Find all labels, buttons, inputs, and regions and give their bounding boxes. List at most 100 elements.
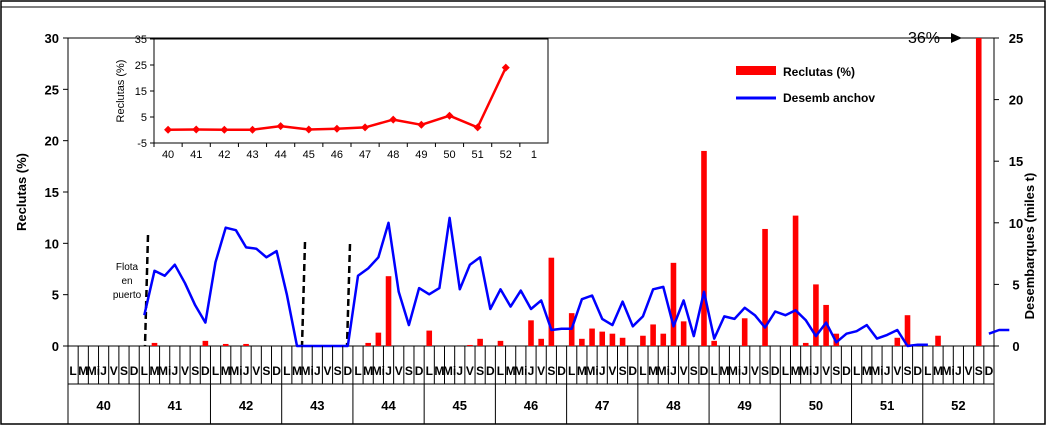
day-label: Mi <box>728 364 741 378</box>
day-label: L <box>639 364 646 378</box>
day-label: S <box>619 364 627 378</box>
day-label: D <box>913 364 922 378</box>
week-label: 48 <box>666 398 680 413</box>
legend: Reclutas (%) Desemb anchov <box>736 65 875 105</box>
week-label: 41 <box>168 398 182 413</box>
day-label: D <box>842 364 851 378</box>
port-note-line2: en <box>121 276 132 287</box>
day-label: S <box>262 364 270 378</box>
recruit-bar <box>975 38 982 346</box>
recruit-bar <box>711 340 717 346</box>
day-label: Mi <box>229 364 242 378</box>
day-label: S <box>191 364 199 378</box>
inset-x-tick-label: 46 <box>331 149 343 161</box>
recruit-bar <box>528 320 534 346</box>
week-label: 42 <box>239 398 253 413</box>
day-label: D <box>272 364 281 378</box>
recruit-bar <box>813 284 819 346</box>
inset-point-marker <box>192 125 201 134</box>
right-tick-label: 20 <box>1009 93 1023 108</box>
day-label: L <box>426 364 433 378</box>
week-label: 43 <box>310 398 324 413</box>
legend-swatch-reclutas <box>736 66 776 75</box>
day-label: J <box>813 364 820 378</box>
day-label: L <box>782 364 789 378</box>
inset-y-axis-title: Reclutas (%) <box>115 60 127 123</box>
inset-point-marker <box>220 125 229 134</box>
x-axis-category-table: L MMi J V S D L MMi J V S D L MMi J V S D L MMi J V S D L MMi J V S D… <box>67 346 995 424</box>
day-label: S <box>476 364 484 378</box>
inset-point-marker <box>417 120 426 129</box>
landings-line <box>143 216 1010 348</box>
left-tick-label: 15 <box>45 185 59 200</box>
day-label: J <box>314 364 321 378</box>
right-tick-label: 25 <box>1009 31 1023 46</box>
day-label: D <box>700 364 709 378</box>
left-tick-label: 10 <box>45 236 59 251</box>
inset-x-tick-label: 52 <box>500 149 512 161</box>
recruit-bar <box>467 344 473 346</box>
day-label: D <box>343 364 352 378</box>
port-dashed-line <box>143 234 150 347</box>
recruit-bar <box>548 257 555 346</box>
day-label: Mi <box>514 364 527 378</box>
inset-y-ticks: -5 5 15 25 35 <box>135 34 154 150</box>
week-label: 51 <box>880 398 894 413</box>
day-label: D <box>771 364 780 378</box>
day-label: M <box>78 364 88 378</box>
right-tick-label: 0 <box>1012 339 1019 354</box>
day-label: D <box>201 364 210 378</box>
inset-point-marker <box>361 123 370 132</box>
port-dashed-line <box>300 241 307 347</box>
recruit-bar <box>640 335 646 346</box>
recruit-bar <box>792 215 799 346</box>
left-axis-ticks: 0 5 10 15 20 25 30 <box>45 31 68 354</box>
inset-y-tick-label: 25 <box>135 60 147 72</box>
day-label: L <box>924 364 931 378</box>
inset-y-tick-label: 35 <box>135 34 147 46</box>
day-label: V <box>751 364 759 378</box>
day-label: L <box>497 364 504 378</box>
inset-point-marker <box>248 125 257 134</box>
recruit-bar <box>589 328 595 346</box>
day-label: M <box>221 364 231 378</box>
port-dashed-line <box>345 243 352 347</box>
day-label: D <box>628 364 637 378</box>
day-label: V <box>608 364 616 378</box>
recruit-bar <box>762 228 768 346</box>
day-label: Mi <box>443 364 456 378</box>
inset-x-tick-label: 40 <box>162 149 174 161</box>
right-axis-title: Desembarques (miles t) <box>1022 173 1037 320</box>
day-label: V <box>323 364 331 378</box>
recruit-bar <box>599 331 606 346</box>
inset-y-tick-label: 15 <box>135 86 147 98</box>
day-label: M <box>791 364 801 378</box>
recruit-bar <box>151 342 158 346</box>
recruit-bar <box>477 338 483 346</box>
inset-y-tick-label: -5 <box>137 138 147 150</box>
recruit-bar <box>385 276 392 346</box>
landings-series-line <box>988 328 1010 335</box>
day-label: V <box>110 364 118 378</box>
day-label: Mi <box>158 364 171 378</box>
recruit-bar <box>935 335 941 346</box>
day-label: M <box>434 364 444 378</box>
inset-x-tick-label: 43 <box>246 149 258 161</box>
day-label: S <box>903 364 911 378</box>
inset-point-marker <box>276 122 285 131</box>
left-axis-title: Reclutas (%) <box>14 153 29 231</box>
day-label: L <box>283 364 290 378</box>
day-label: J <box>884 364 891 378</box>
inset-x-tick-label: 47 <box>359 149 371 161</box>
recruit-bar <box>650 324 656 346</box>
left-tick-label: 0 <box>52 339 59 354</box>
inset-line <box>164 63 510 134</box>
day-label: S <box>120 364 128 378</box>
day-label: M <box>933 364 943 378</box>
week-label: 52 <box>951 398 965 413</box>
day-label: J <box>528 364 535 378</box>
recruit-bar <box>243 343 249 346</box>
